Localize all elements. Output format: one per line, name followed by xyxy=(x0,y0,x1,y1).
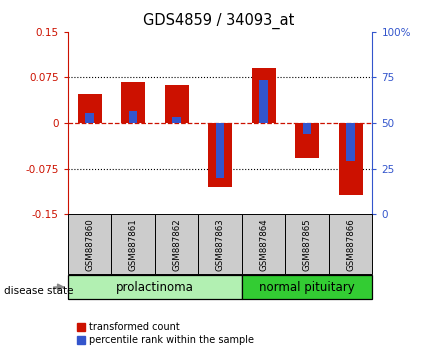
Text: GSM887865: GSM887865 xyxy=(303,218,311,271)
Text: GSM887863: GSM887863 xyxy=(215,218,225,271)
Text: prolactinoma: prolactinoma xyxy=(116,281,194,293)
Text: GSM887862: GSM887862 xyxy=(172,218,181,271)
Bar xyxy=(242,214,285,274)
Bar xyxy=(111,214,155,274)
Bar xyxy=(121,82,145,123)
Bar xyxy=(68,214,111,274)
Text: GSM887861: GSM887861 xyxy=(129,218,138,271)
Bar xyxy=(129,111,137,123)
Text: GSM887860: GSM887860 xyxy=(85,218,94,271)
Bar xyxy=(251,68,276,123)
Bar xyxy=(259,80,268,123)
Bar xyxy=(295,123,319,158)
Bar xyxy=(68,275,242,299)
Bar xyxy=(303,123,311,134)
Legend: transformed count, percentile rank within the sample: transformed count, percentile rank withi… xyxy=(73,319,258,349)
Text: GDS4859 / 34093_at: GDS4859 / 34093_at xyxy=(143,12,295,29)
Bar xyxy=(346,123,355,161)
Bar xyxy=(216,123,224,178)
Bar xyxy=(285,214,329,274)
Bar xyxy=(85,113,94,123)
Bar xyxy=(173,116,181,123)
Text: GSM887864: GSM887864 xyxy=(259,218,268,271)
Bar xyxy=(78,94,102,123)
Bar xyxy=(329,214,372,274)
Text: disease state: disease state xyxy=(4,286,74,296)
Bar xyxy=(242,275,372,299)
Bar xyxy=(165,85,189,123)
Bar xyxy=(208,123,232,187)
Text: normal pituitary: normal pituitary xyxy=(259,281,355,293)
Bar xyxy=(155,214,198,274)
Bar xyxy=(339,123,363,195)
Text: GSM887866: GSM887866 xyxy=(346,218,355,271)
Bar xyxy=(198,214,242,274)
